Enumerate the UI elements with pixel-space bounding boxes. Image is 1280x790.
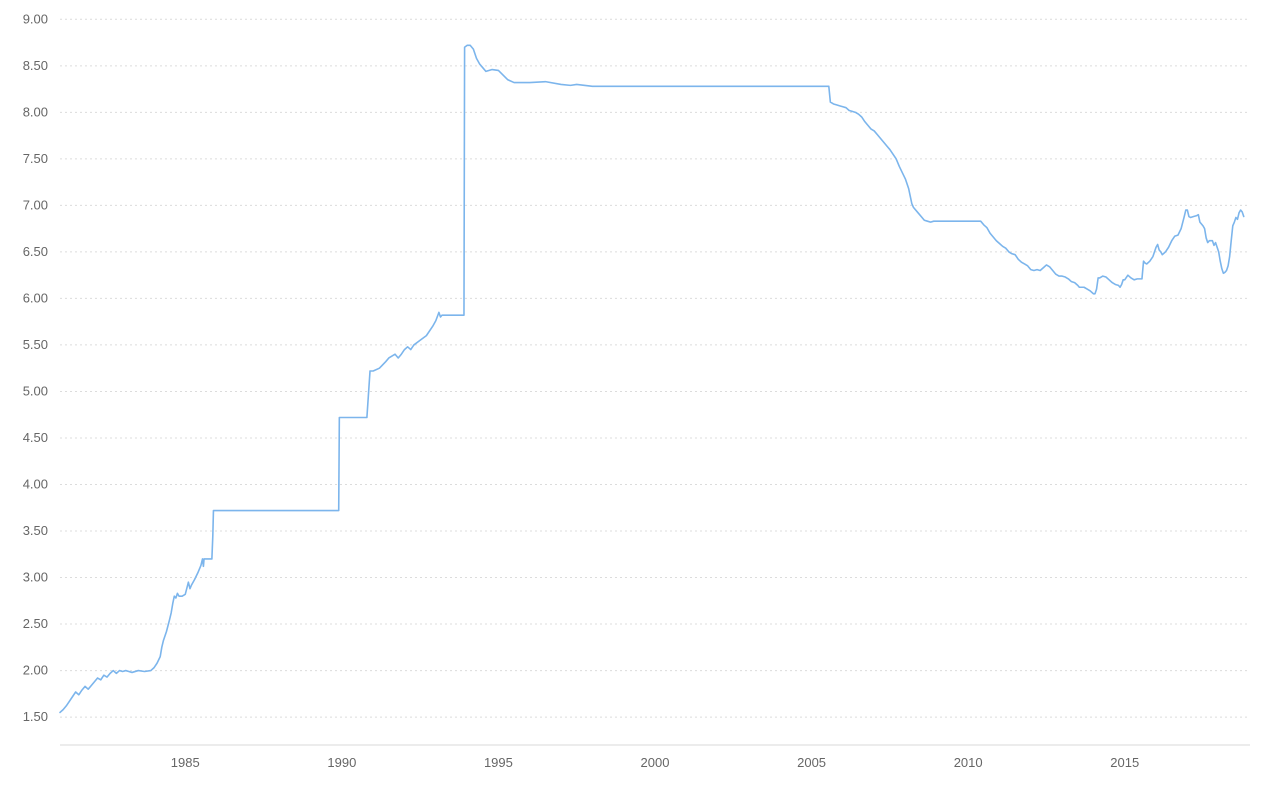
chart-svg: 1.50 2.00 2.50 3.00 3.50 4.00 4.50 5.00 5.50 6.00… bbox=[0, 0, 1280, 790]
y-tick-label: 5.50 bbox=[23, 337, 48, 352]
x-tick-label: 1990 bbox=[327, 755, 356, 770]
x-tick-label: 1985 bbox=[171, 755, 200, 770]
x-tick-label: 2015 bbox=[1110, 755, 1139, 770]
exchange-rate-chart: 1.50 2.00 2.50 3.00 3.50 4.00 4.50 5.00 5.50 6.00… bbox=[0, 0, 1280, 790]
y-tick-label: 2.00 bbox=[23, 663, 48, 678]
y-tick-label: 5.00 bbox=[23, 383, 48, 398]
x-tick-label: 2010 bbox=[954, 755, 983, 770]
y-tick-label: 9.00 bbox=[23, 11, 48, 26]
y-tick-label: 1.50 bbox=[23, 709, 48, 724]
y-tick-label: 3.50 bbox=[23, 523, 48, 538]
x-tick-label: 2000 bbox=[641, 755, 670, 770]
y-tick-label: 8.50 bbox=[23, 58, 48, 73]
y-tick-label: 7.50 bbox=[23, 151, 48, 166]
y-tick-label: 8.00 bbox=[23, 104, 48, 119]
y-tick-label: 4.00 bbox=[23, 476, 48, 491]
y-tick-label: 6.50 bbox=[23, 244, 48, 259]
y-tick-label: 7.00 bbox=[23, 197, 48, 212]
y-tick-label: 3.00 bbox=[23, 570, 48, 585]
x-tick-label: 2005 bbox=[797, 755, 826, 770]
y-tick-label: 2.50 bbox=[23, 616, 48, 631]
y-tick-label: 4.50 bbox=[23, 430, 48, 445]
x-tick-label: 1995 bbox=[484, 755, 513, 770]
y-tick-label: 6.00 bbox=[23, 290, 48, 305]
